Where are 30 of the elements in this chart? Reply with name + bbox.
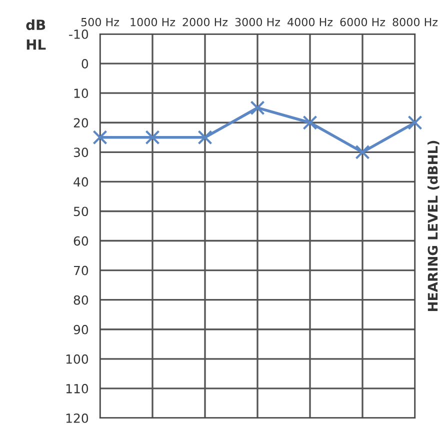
y-tick-label: 120 xyxy=(66,413,88,423)
y-tick-label: 50 xyxy=(74,206,88,216)
y-tick-label: 100 xyxy=(66,354,88,364)
x-tick-label: 6000 Hz xyxy=(340,18,386,26)
y-tick-label: 40 xyxy=(74,177,88,187)
point xyxy=(92,130,108,145)
point xyxy=(145,130,160,145)
x-tick-label: 3000 Hz xyxy=(235,18,280,26)
x-tick-label: 500 Hz xyxy=(81,18,119,26)
y-tick-label: 20 xyxy=(74,118,88,128)
x-tick-label: 8000 Hz xyxy=(392,18,438,26)
y-tick-label: 70 xyxy=(74,266,88,276)
point xyxy=(355,144,370,160)
x-tick-label: 4000 Hz xyxy=(288,18,333,26)
point xyxy=(250,100,265,116)
y-tick-label: 30 xyxy=(74,148,88,158)
x-tick-label: 1000 Hz xyxy=(130,18,176,26)
point xyxy=(198,130,212,145)
y-tick-label: 90 xyxy=(74,324,88,334)
y-axis-title: dB HL xyxy=(26,19,46,50)
y-tick-label: -10 xyxy=(69,29,88,39)
y-tick-label: 110 xyxy=(66,384,88,394)
point xyxy=(408,115,422,130)
y-tick-label: 0 xyxy=(82,59,88,68)
point xyxy=(302,115,318,130)
y-tick-label: 60 xyxy=(74,236,88,246)
y-tick-label: 80 xyxy=(74,295,88,305)
y-tick-label: 10 xyxy=(74,88,88,98)
y2-axis-title: HEARING LEVEL (dBHL) xyxy=(428,140,440,312)
x-tick-label: 2000 Hz xyxy=(182,18,228,26)
